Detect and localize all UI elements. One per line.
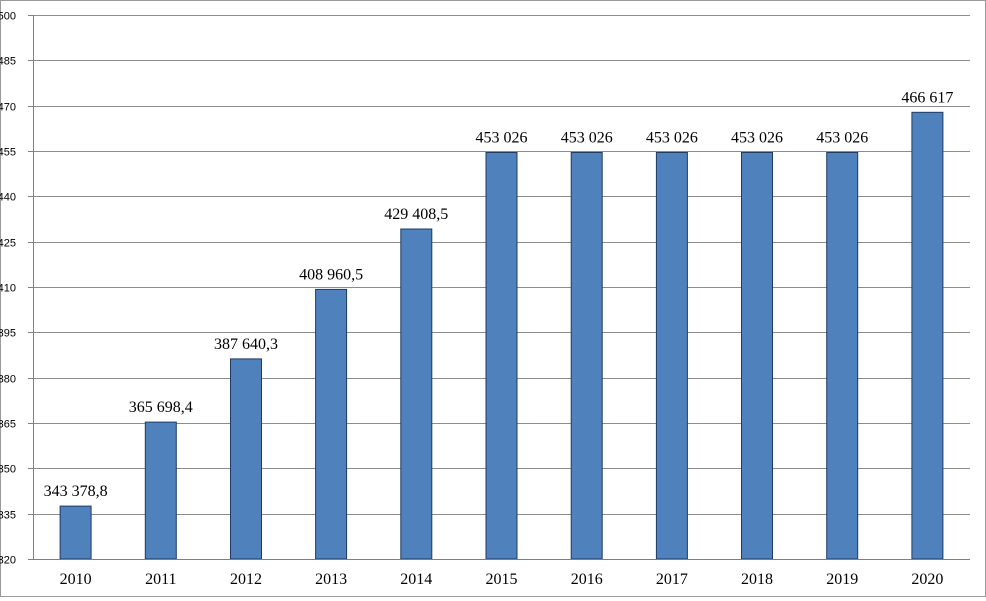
data-label: 453 026 — [646, 130, 698, 147]
x-tick-label: 2014 — [400, 571, 432, 588]
y-tick-label: 365 — [0, 419, 16, 431]
x-tick-label: 2019 — [826, 571, 858, 588]
x-axis-tick-labels: 2010 2011 2012 2013 2014 2015 2016 2017 2018 2019… — [60, 571, 944, 588]
data-label: 408 960,5 — [299, 266, 363, 283]
y-tick-label: 410 — [0, 283, 16, 295]
y-tick-label: 335 — [0, 510, 16, 522]
x-tick-label: 2017 — [656, 571, 688, 588]
x-tick-label: 2010 — [60, 571, 92, 588]
y-tick-label: 380 — [0, 374, 16, 386]
x-tick-label: 2016 — [571, 571, 603, 588]
y-tick-label: 470 — [0, 102, 16, 114]
bar — [485, 152, 518, 560]
bar — [655, 152, 688, 560]
y-tick-label: 500 — [0, 11, 16, 23]
bar — [911, 111, 944, 560]
y-tick-label: 485 — [0, 56, 16, 68]
y-tick-label: 350 — [0, 464, 16, 476]
x-tick-label: 2015 — [486, 571, 518, 588]
data-label: 453 026 — [816, 130, 868, 147]
bar — [400, 228, 433, 560]
y-tick-label: 440 — [0, 192, 16, 204]
data-label: 453 026 — [731, 130, 783, 147]
data-label: 453 026 — [476, 130, 528, 147]
bar — [570, 152, 603, 560]
bar — [144, 421, 177, 560]
y-tick-label: 455 — [0, 147, 16, 159]
data-labels: 343 378,8 365 698,4 387 640,3 408 960,5 429 … — [44, 89, 954, 500]
x-tick-label: 2011 — [145, 571, 176, 588]
bars — [59, 111, 944, 560]
x-tick-label: 2013 — [315, 571, 347, 588]
bar — [59, 505, 92, 560]
bar — [315, 288, 348, 560]
data-label: 343 378,8 — [44, 483, 108, 500]
data-label: 453 026 — [561, 130, 613, 147]
bar — [230, 358, 262, 560]
axes — [28, 15, 970, 560]
bar — [741, 152, 773, 560]
data-label: 429 408,5 — [384, 206, 448, 223]
x-tick-label: 2018 — [741, 571, 773, 588]
data-label: 387 640,3 — [214, 336, 278, 353]
y-tick-label: 395 — [0, 328, 16, 340]
bar — [826, 152, 859, 560]
y-axis-tick-labels: 320 335 350 365 380 395 410 425 440 455 470 485 500 — [0, 11, 16, 567]
y-tick-label: 425 — [0, 238, 16, 250]
x-tick-label: 2012 — [230, 571, 262, 588]
y-tick-label: 320 — [0, 555, 16, 567]
data-label: 466 617 — [901, 89, 953, 106]
x-tick-label: 2020 — [911, 571, 943, 588]
data-label: 365 698,4 — [129, 399, 193, 416]
